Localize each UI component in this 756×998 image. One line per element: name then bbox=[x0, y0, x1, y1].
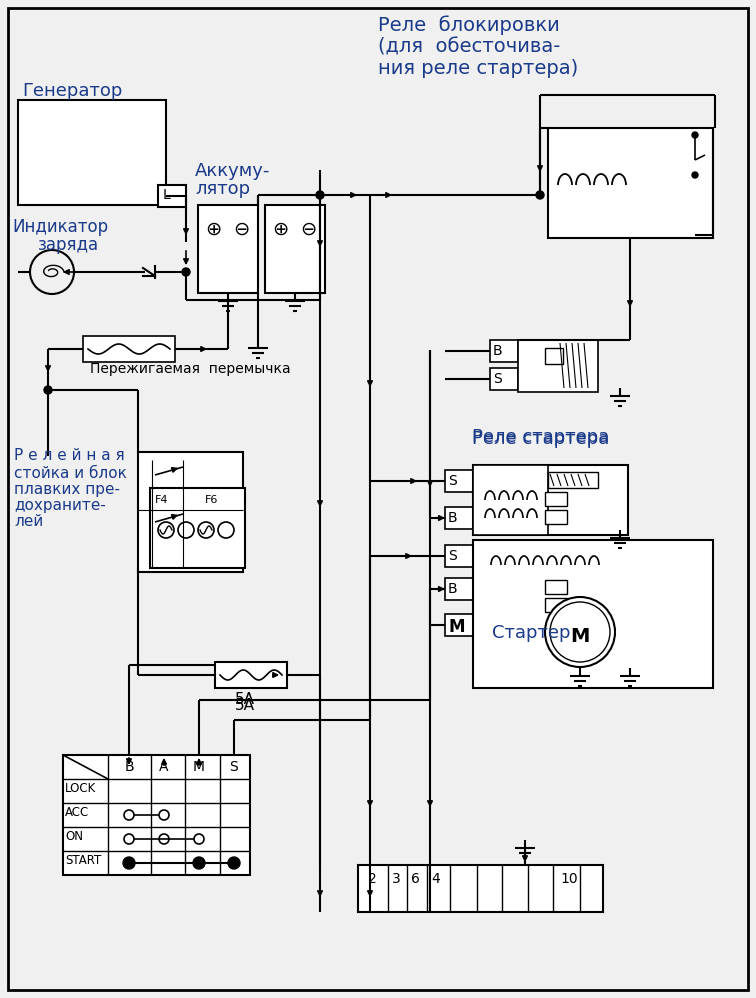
Text: ⊕: ⊕ bbox=[205, 220, 222, 239]
Text: L: L bbox=[163, 188, 171, 202]
Text: плавких пре-: плавких пре- bbox=[14, 482, 120, 497]
Text: M: M bbox=[448, 618, 464, 636]
Circle shape bbox=[44, 386, 52, 394]
Circle shape bbox=[193, 857, 205, 869]
Text: 4: 4 bbox=[431, 872, 440, 886]
Bar bbox=[198, 205, 258, 293]
Text: S: S bbox=[493, 372, 502, 386]
Text: ⊖: ⊖ bbox=[300, 220, 316, 239]
Text: 5А: 5А bbox=[235, 698, 255, 713]
Text: START: START bbox=[65, 854, 101, 867]
Bar bbox=[473, 465, 548, 535]
Text: Р е л е й н а я: Р е л е й н а я bbox=[14, 448, 125, 463]
Text: лей: лей bbox=[14, 514, 43, 529]
Bar bbox=[473, 540, 713, 688]
Bar bbox=[545, 598, 567, 612]
Text: LOCK: LOCK bbox=[65, 782, 96, 795]
Bar bbox=[358, 865, 603, 912]
Circle shape bbox=[545, 597, 615, 667]
Bar bbox=[83, 336, 175, 362]
Text: 3: 3 bbox=[392, 872, 401, 886]
Bar bbox=[545, 510, 567, 524]
Text: B: B bbox=[448, 582, 457, 596]
Text: B: B bbox=[448, 511, 457, 525]
Text: Аккуму-: Аккуму- bbox=[195, 162, 271, 180]
Text: 5А: 5А bbox=[235, 692, 255, 707]
Text: стойка и блок: стойка и блок bbox=[14, 466, 127, 481]
Text: M: M bbox=[193, 760, 205, 774]
Text: B: B bbox=[124, 760, 134, 774]
Text: F4: F4 bbox=[155, 495, 169, 505]
Text: A: A bbox=[160, 760, 169, 774]
Bar bbox=[63, 755, 250, 875]
Text: F6: F6 bbox=[205, 495, 218, 505]
Circle shape bbox=[228, 857, 240, 869]
Bar bbox=[215, 662, 287, 688]
Bar bbox=[445, 507, 473, 529]
Text: Генератор: Генератор bbox=[22, 82, 122, 100]
Text: Пережигаемая  перемычка: Пережигаемая перемычка bbox=[90, 362, 290, 376]
Text: Индикатор: Индикатор bbox=[12, 218, 108, 236]
Bar bbox=[518, 340, 598, 392]
Circle shape bbox=[316, 191, 324, 199]
Circle shape bbox=[182, 268, 190, 276]
Text: ⊕: ⊕ bbox=[272, 220, 288, 239]
Text: B: B bbox=[493, 344, 503, 358]
Text: Реле  блокировки: Реле блокировки bbox=[378, 15, 559, 35]
Text: Стартер: Стартер bbox=[492, 624, 571, 642]
Text: S: S bbox=[448, 549, 457, 563]
Text: S: S bbox=[448, 474, 457, 488]
Text: 2: 2 bbox=[368, 872, 376, 886]
Bar bbox=[445, 578, 473, 600]
Text: ния реле стартера): ния реле стартера) bbox=[378, 59, 578, 78]
Text: ACC: ACC bbox=[65, 806, 89, 819]
Circle shape bbox=[692, 132, 698, 138]
Text: ⊖: ⊖ bbox=[233, 220, 249, 239]
Circle shape bbox=[123, 857, 135, 869]
Bar bbox=[490, 368, 518, 390]
Bar bbox=[545, 580, 567, 594]
Text: Реле стартера: Реле стартера bbox=[472, 428, 609, 446]
Text: заряда: заряда bbox=[38, 236, 99, 254]
Text: ON: ON bbox=[65, 830, 83, 843]
Bar bbox=[18, 100, 166, 205]
Text: 10: 10 bbox=[560, 872, 578, 886]
Bar bbox=[548, 472, 598, 488]
Circle shape bbox=[692, 172, 698, 178]
Bar bbox=[445, 470, 473, 492]
Bar bbox=[158, 185, 186, 207]
Text: лятор: лятор bbox=[195, 180, 250, 198]
Bar bbox=[445, 545, 473, 567]
Bar bbox=[445, 614, 473, 636]
Text: 6: 6 bbox=[411, 872, 420, 886]
Bar bbox=[548, 128, 713, 238]
Bar bbox=[545, 492, 567, 506]
Text: дохраните-: дохраните- bbox=[14, 498, 106, 513]
Text: M: M bbox=[570, 628, 590, 647]
Circle shape bbox=[536, 191, 544, 199]
Bar bbox=[150, 488, 245, 568]
Text: (для  обесточива-: (для обесточива- bbox=[378, 37, 560, 56]
Bar bbox=[138, 452, 243, 572]
Text: Реле стартера: Реле стартера bbox=[472, 430, 609, 448]
Bar bbox=[545, 348, 563, 364]
Bar bbox=[473, 465, 628, 535]
Bar bbox=[490, 340, 518, 362]
Text: S: S bbox=[230, 760, 238, 774]
Bar bbox=[265, 205, 325, 293]
